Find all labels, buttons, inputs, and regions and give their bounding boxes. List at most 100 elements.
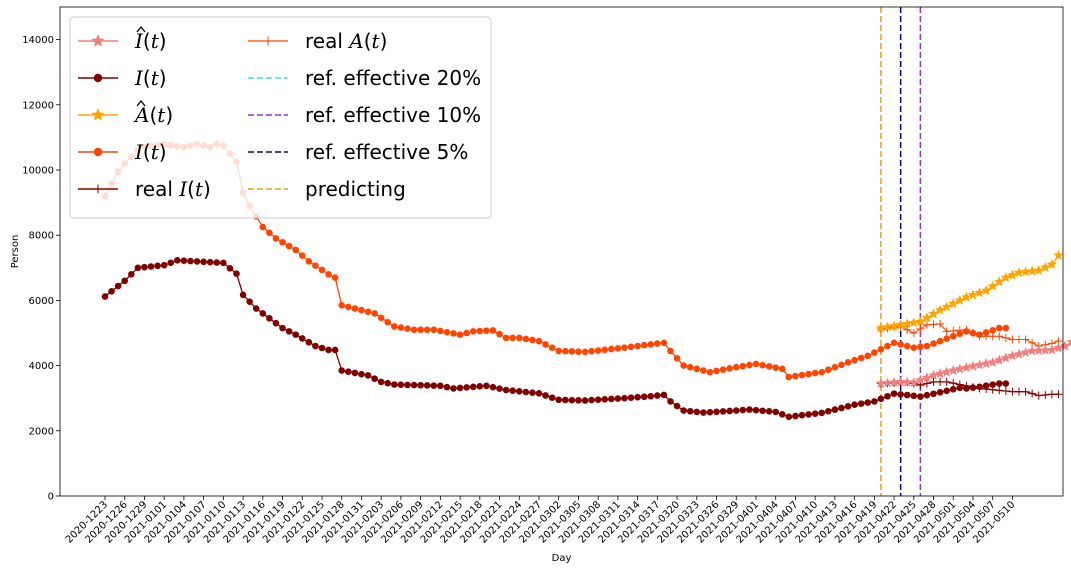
data-point [437,327,444,335]
data-point [875,322,887,333]
data-point [634,393,641,401]
data-point [1028,389,1037,398]
data-point [627,394,635,402]
data-point [995,386,1004,395]
data-point [667,347,674,355]
data-point [496,330,503,338]
data-point [805,370,812,378]
data-point [759,407,766,415]
data-point [608,345,615,353]
series [101,257,1010,421]
data-point [555,396,563,404]
data-point [1020,266,1031,277]
data-point [535,337,543,345]
data-point [706,408,714,416]
data-point [548,394,556,401]
data-point [515,388,523,395]
data-point [542,392,549,399]
data-point [1054,390,1063,399]
data-point [994,354,1005,365]
data-point [1001,387,1010,396]
y-tick-label: 6000 [29,296,54,307]
data-point [318,344,326,352]
plot-frame [59,6,1064,497]
data-point [502,334,510,342]
data-point [1041,390,1050,399]
data-point [955,380,964,389]
data-point [1046,259,1058,269]
data-point [719,366,727,373]
data-point [934,304,946,315]
data-point [279,238,286,246]
data-point [903,325,912,334]
data-point [312,262,319,269]
data-point [568,348,576,355]
data-point [884,392,891,400]
data-point [608,395,615,403]
data-point [344,303,352,311]
data-point [686,363,694,371]
data-point [895,376,906,387]
data-point [693,365,701,373]
data-point [719,408,727,415]
data-point [739,362,747,370]
data-point [660,339,668,347]
data-point [1059,340,1071,351]
data-point [857,354,865,362]
y-tick-label: 2000 [29,426,54,437]
data-point [864,399,872,406]
data-point [647,341,655,348]
data-point [901,376,913,387]
data-point [941,301,952,312]
data-point [318,266,326,274]
data-point [338,367,346,374]
data-point [450,330,457,337]
data-point [180,257,188,264]
x-axis-label: Day [552,553,572,564]
data-point [588,347,595,355]
legend-entry: I(t) [78,25,167,53]
data-point [943,335,950,343]
data-point [377,314,385,322]
data-point [548,344,556,351]
data-point [147,263,155,270]
data-point [476,383,484,390]
data-point [739,406,747,414]
legend-label: real A(t) [305,29,387,53]
data-point [627,343,635,351]
data-point [542,341,549,348]
data-point [949,332,957,340]
data-point [134,264,142,272]
data-point [989,326,996,334]
data-point [888,320,900,331]
data-point [200,258,207,266]
data-point [922,379,931,388]
data-point [331,274,339,281]
data-point [654,340,661,347]
legend-marker [91,108,105,121]
data-point [818,368,826,376]
data-point [752,360,760,368]
data-point [875,378,887,388]
data-point [252,305,260,312]
data-point [489,383,497,391]
data-point [962,381,971,390]
data-point [805,411,812,418]
data-point [989,381,996,388]
data-point [871,398,878,405]
data-point [312,342,319,350]
data-point [928,369,939,380]
data-point [351,305,359,312]
legend-entry: ref. effective 20% [248,66,481,90]
data-point [259,310,267,317]
data-point [1034,391,1043,400]
data-point [410,381,418,389]
data-point [561,347,569,355]
data-point [614,345,622,352]
data-point [864,352,872,360]
data-point [746,406,753,413]
data-point [877,346,885,353]
data-point [206,258,214,266]
data-point [292,331,299,338]
data-point [233,270,240,277]
